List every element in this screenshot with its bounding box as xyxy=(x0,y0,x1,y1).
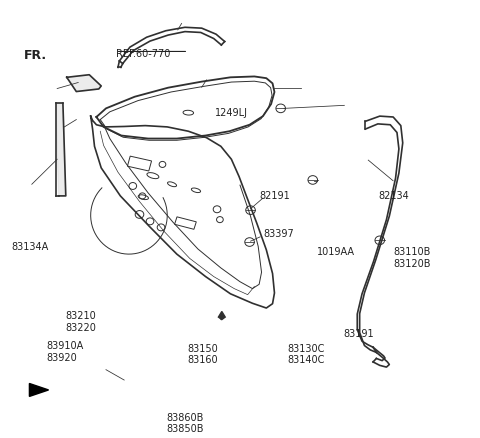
Text: 83134A: 83134A xyxy=(11,242,48,251)
Polygon shape xyxy=(218,312,225,320)
Polygon shape xyxy=(56,104,66,197)
Text: 1019AA: 1019AA xyxy=(317,247,355,257)
Text: 83910A
83920: 83910A 83920 xyxy=(46,341,84,362)
Text: 83397: 83397 xyxy=(263,229,294,239)
Polygon shape xyxy=(29,384,48,396)
Text: 82191: 82191 xyxy=(259,191,290,201)
Bar xyxy=(127,157,152,172)
Text: 83110B
83120B: 83110B 83120B xyxy=(393,247,431,268)
Text: 83191: 83191 xyxy=(343,328,373,339)
Text: 82134: 82134 xyxy=(379,191,409,201)
Text: 83860B
83850B: 83860B 83850B xyxy=(166,412,204,433)
Text: 1249LJ: 1249LJ xyxy=(215,107,248,117)
Bar xyxy=(175,217,196,230)
Text: FR.: FR. xyxy=(24,49,47,62)
Text: 83210
83220: 83210 83220 xyxy=(65,311,96,332)
Text: REF.60-770: REF.60-770 xyxy=(116,49,170,59)
Text: 83130C
83140C: 83130C 83140C xyxy=(288,343,325,364)
Polygon shape xyxy=(67,75,101,92)
Text: 83150
83160: 83150 83160 xyxy=(187,343,218,364)
